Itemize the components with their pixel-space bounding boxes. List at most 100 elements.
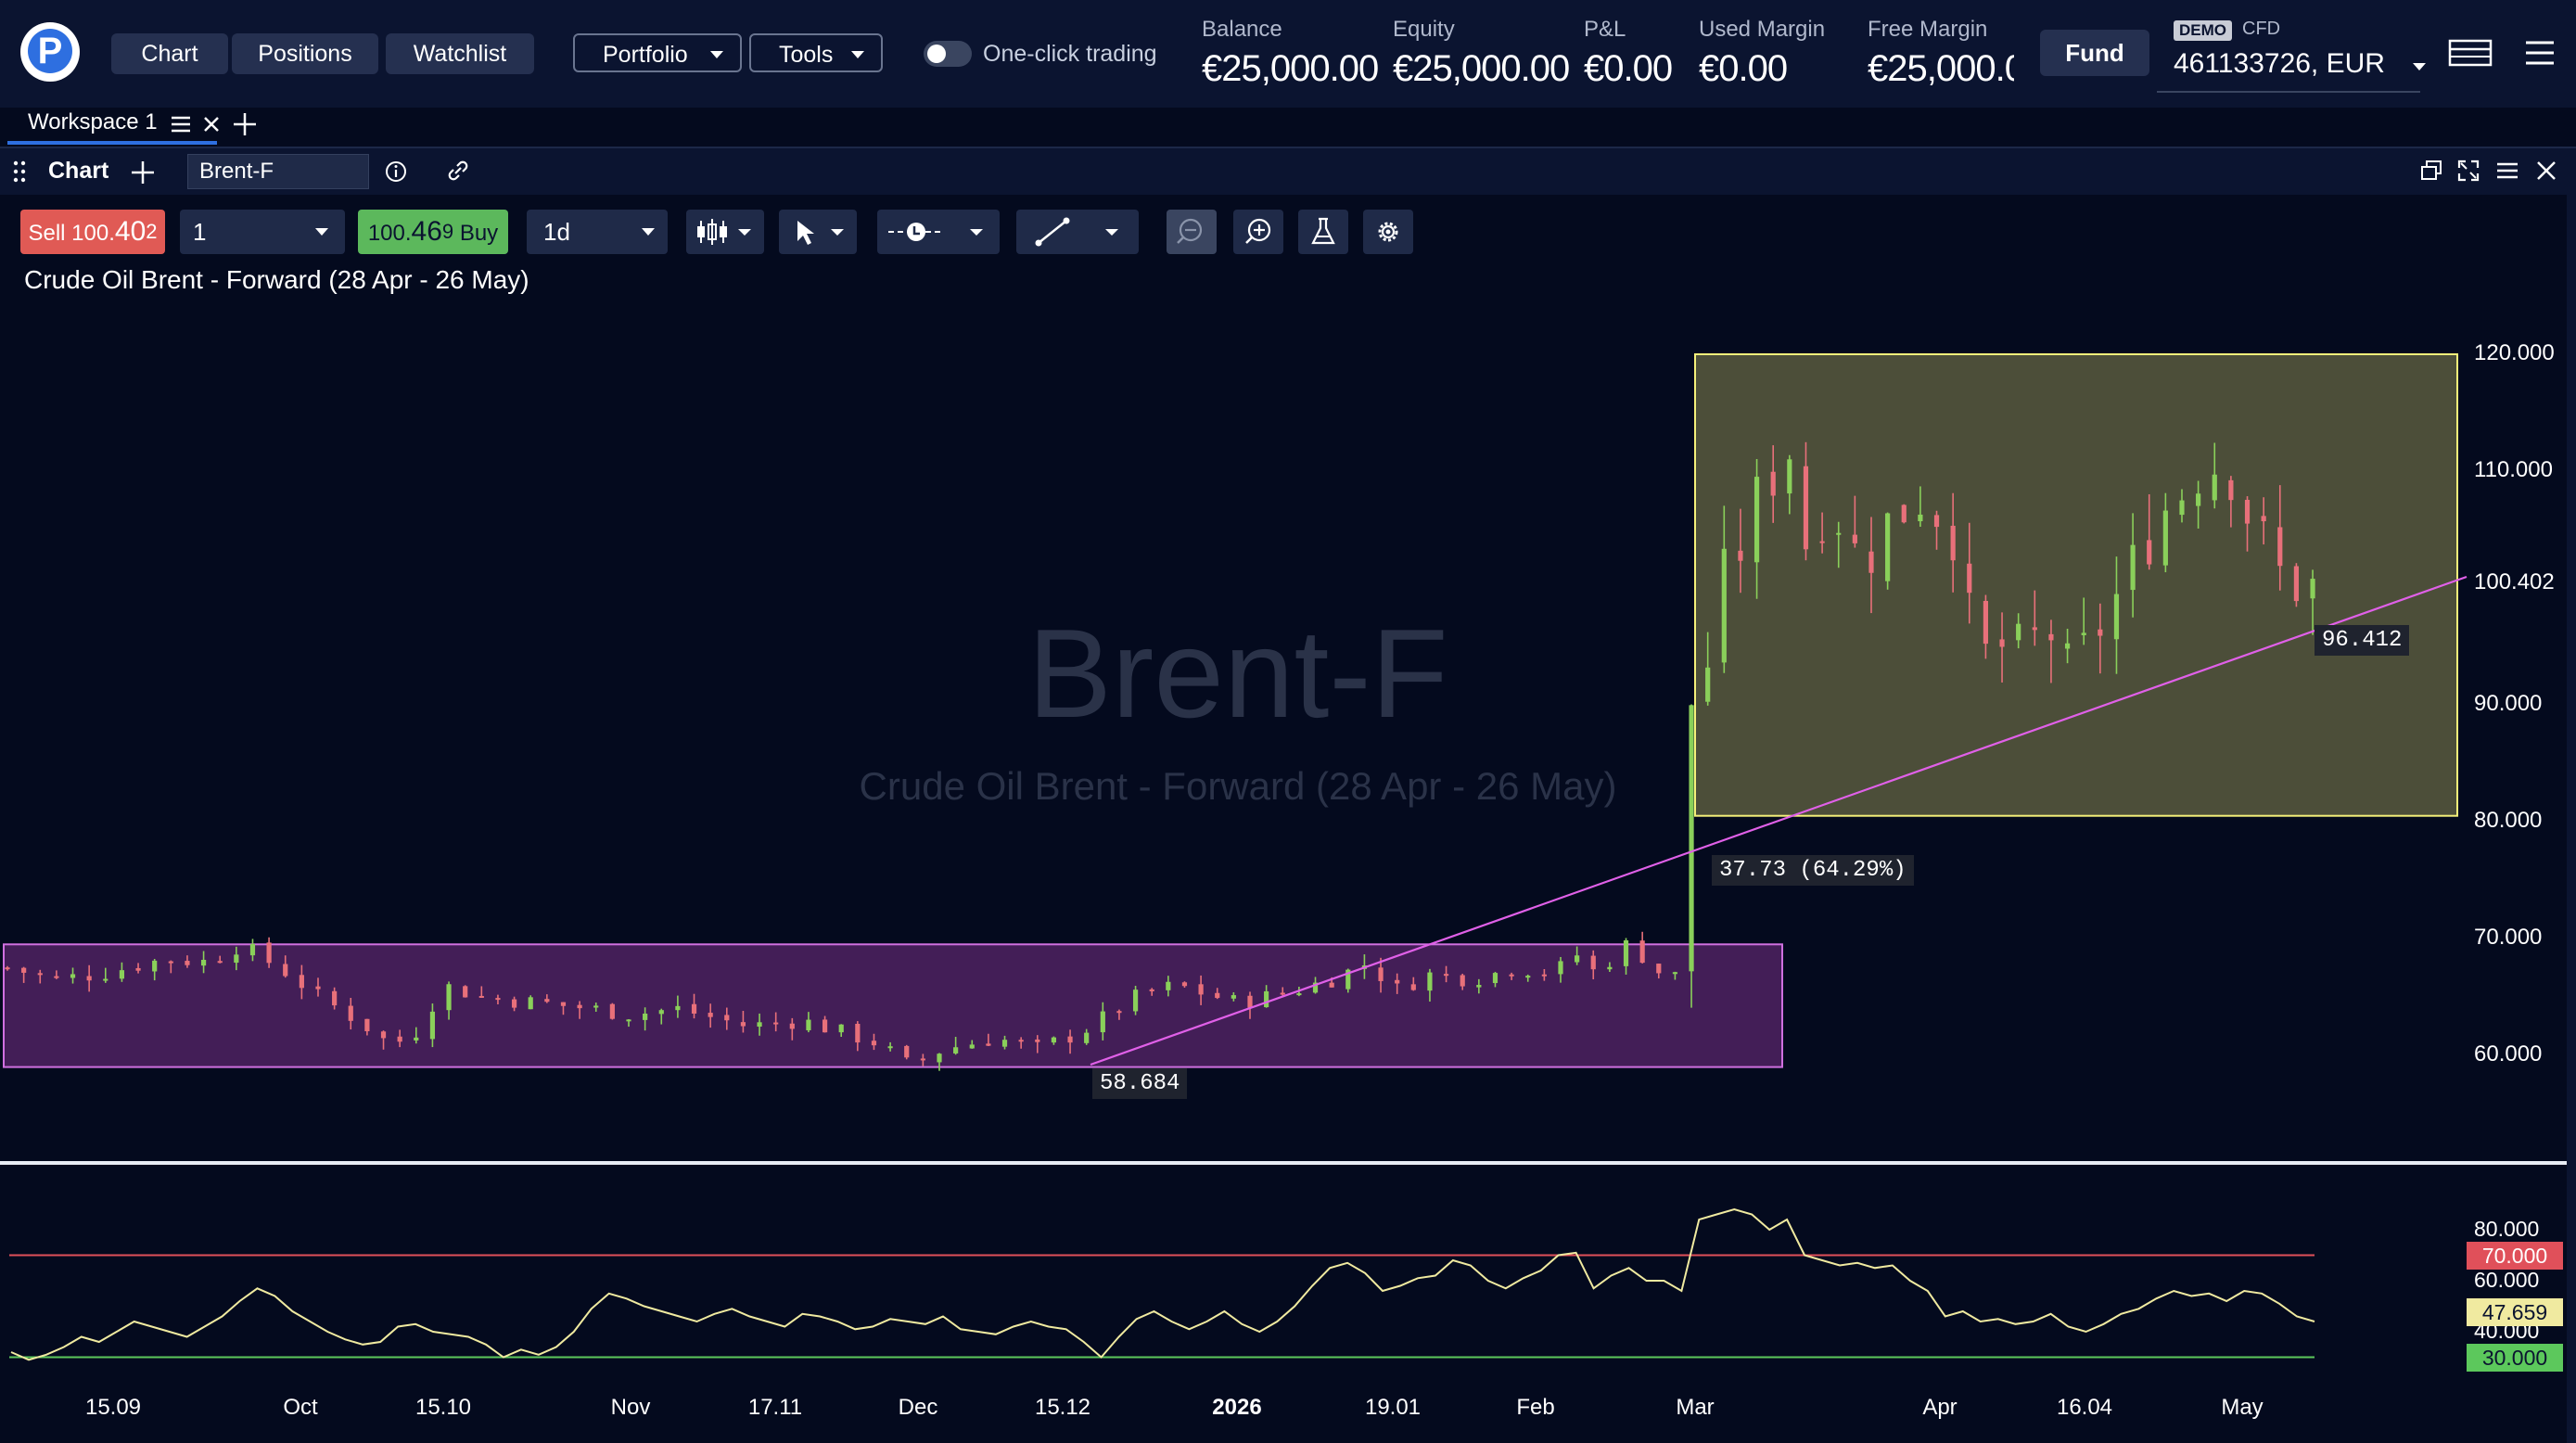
candle-body: [1198, 984, 1204, 995]
zoom-in-button[interactable]: [1233, 210, 1283, 254]
nav-chart-button[interactable]: Chart: [111, 33, 228, 74]
candle-body: [626, 1019, 631, 1022]
sell-button[interactable]: Sell 100.402: [20, 210, 165, 254]
candle-body: [871, 1041, 877, 1046]
candle-body: [986, 1043, 991, 1046]
candle-body: [1721, 548, 1727, 663]
candle-body: [1705, 667, 1711, 702]
candle-body: [414, 1037, 419, 1041]
candle-body: [937, 1054, 942, 1063]
buy-price-big: 46: [411, 216, 442, 247]
candle-body: [2196, 493, 2201, 506]
candle-body: [1443, 974, 1449, 977]
candle-body: [1378, 967, 1384, 981]
close-workspace-icon[interactable]: [202, 115, 221, 134]
candle-body: [2032, 627, 2037, 631]
candle-body: [5, 967, 10, 970]
candle-body: [1803, 466, 1809, 550]
candle-body: [1868, 551, 1874, 573]
candle-body: [1231, 995, 1236, 999]
candle-body: [1018, 1040, 1024, 1042]
candle-body: [1312, 982, 1319, 993]
link-icon[interactable]: [445, 158, 471, 184]
add-workspace-icon[interactable]: [232, 111, 258, 137]
candle-body: [953, 1047, 959, 1054]
close-panel-icon[interactable]: [2535, 160, 2557, 182]
chart-type-selector[interactable]: [686, 210, 764, 254]
candle-body: [2162, 510, 2168, 566]
fund-button[interactable]: Fund: [2040, 30, 2149, 76]
candle-body: [822, 1019, 828, 1033]
fullscreen-icon[interactable]: [2457, 160, 2480, 182]
candle-body: [1541, 974, 1547, 977]
candle-body: [2048, 633, 2054, 641]
time-tick-label: Feb: [1516, 1395, 1555, 1420]
rsi-chart[interactable]: [0, 1165, 2567, 1387]
chevron-down-icon: [2413, 63, 2426, 70]
chevron-down-icon: [315, 228, 328, 236]
workspace-tab[interactable]: Workspace 1: [28, 109, 158, 134]
candle-body: [609, 1003, 615, 1019]
info-icon[interactable]: [384, 160, 408, 184]
candle-body: [103, 978, 108, 981]
chart-settings-button[interactable]: [1363, 210, 1413, 254]
tools-dropdown[interactable]: Tools: [749, 33, 883, 72]
brand-logo[interactable]: P: [20, 22, 80, 82]
pnl-value: €0.00: [1584, 48, 1673, 89]
candle-body: [364, 1018, 370, 1031]
cursor-tool-selector[interactable]: [779, 210, 857, 254]
hamburger-menu-icon[interactable]: [2524, 39, 2556, 67]
toggle-knob: [927, 45, 946, 63]
candle-body: [855, 1024, 861, 1043]
trendline-high-label: 96.412: [2315, 625, 2410, 656]
zoom-out-button[interactable]: [1167, 210, 1217, 254]
equity-label: Equity: [1393, 17, 1455, 42]
time-tick-label: Oct: [283, 1395, 318, 1420]
workspace-menu-icon[interactable]: [171, 115, 191, 134]
horizontal-line-tool-selector[interactable]: [877, 210, 1000, 254]
pnl-label: P&L: [1584, 17, 1626, 42]
candle-body: [887, 1046, 893, 1049]
chart-panel-tab[interactable]: Chart: [48, 158, 109, 184]
candle-body: [1116, 1011, 1122, 1014]
watermark-name: Crude Oil Brent - Forward (28 Apr - 26 M…: [859, 764, 1617, 808]
symbol-input[interactable]: Brent-F: [187, 154, 369, 189]
drag-handle-icon[interactable]: [13, 160, 26, 184]
candle-body: [904, 1045, 910, 1058]
candle-body: [2147, 540, 2152, 565]
candle-body: [1623, 940, 1629, 966]
price-tick-label: 120.000: [2474, 340, 2555, 365]
time-tick-label: 15.12: [1034, 1395, 1091, 1420]
buy-label: Buy: [459, 221, 499, 246]
balance-label: Balance: [1202, 17, 1282, 42]
candle-body: [21, 967, 27, 973]
candle-body: [1787, 459, 1792, 494]
drawing-tool-selector[interactable]: [1016, 210, 1139, 254]
candle-body: [2310, 579, 2315, 599]
candle-body: [1575, 955, 1580, 963]
candle-body: [1639, 940, 1645, 964]
popout-icon[interactable]: [2420, 160, 2442, 182]
candle-body: [1509, 974, 1514, 977]
layout-icon[interactable]: [2448, 39, 2493, 69]
candle-body: [1852, 534, 1857, 543]
buy-button[interactable]: 100.469 Buy: [358, 210, 508, 254]
candle-body: [544, 999, 550, 1002]
pane-divider[interactable]: [0, 1161, 2576, 1165]
nav-watchlist-button[interactable]: Watchlist: [386, 33, 534, 74]
indicators-button[interactable]: [1298, 210, 1348, 254]
timeframe-selector[interactable]: 1d: [527, 210, 668, 254]
rsi-lower-level-badge: 30.000: [2467, 1343, 2563, 1372]
quantity-selector[interactable]: 1: [180, 210, 345, 254]
one-click-trading-toggle[interactable]: [924, 41, 972, 67]
add-chart-icon[interactable]: [130, 160, 156, 185]
panel-menu-icon[interactable]: [2496, 161, 2519, 180]
portfolio-dropdown[interactable]: Portfolio: [573, 33, 742, 72]
account-selector[interactable]: 461133726, EUR: [2174, 48, 2426, 80]
price-tick-label: 90.000: [2474, 691, 2543, 716]
one-click-trading-label: One-click trading: [983, 41, 1157, 67]
nav-positions-button[interactable]: Positions: [232, 33, 378, 74]
price-chart[interactable]: [0, 269, 2567, 1159]
candle-body: [593, 1005, 599, 1008]
candle-body: [2277, 527, 2283, 567]
